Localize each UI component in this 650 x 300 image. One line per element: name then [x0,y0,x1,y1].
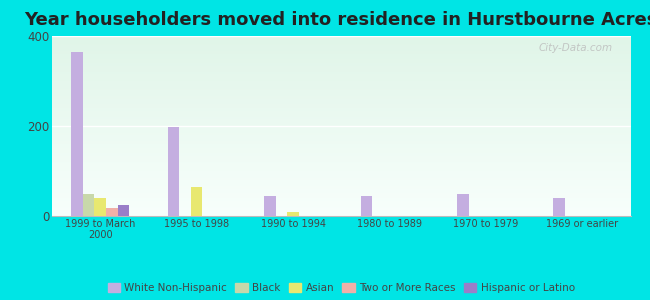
Bar [457,194,469,216]
Bar [118,205,129,216]
Bar [264,196,276,216]
Bar [191,187,202,216]
Bar [106,208,118,216]
Bar [287,212,299,216]
Bar [94,198,106,216]
Bar [72,52,83,216]
Title: Year householders moved into residence in Hurstbourne Acres: Year householders moved into residence i… [25,11,650,29]
Bar [553,198,565,216]
Bar [168,127,179,216]
Bar [361,196,372,216]
Text: City-Data.com: City-Data.com [539,43,613,53]
Bar [83,194,94,216]
Legend: White Non-Hispanic, Black, Asian, Two or More Races, Hispanic or Latino: White Non-Hispanic, Black, Asian, Two or… [103,279,579,297]
